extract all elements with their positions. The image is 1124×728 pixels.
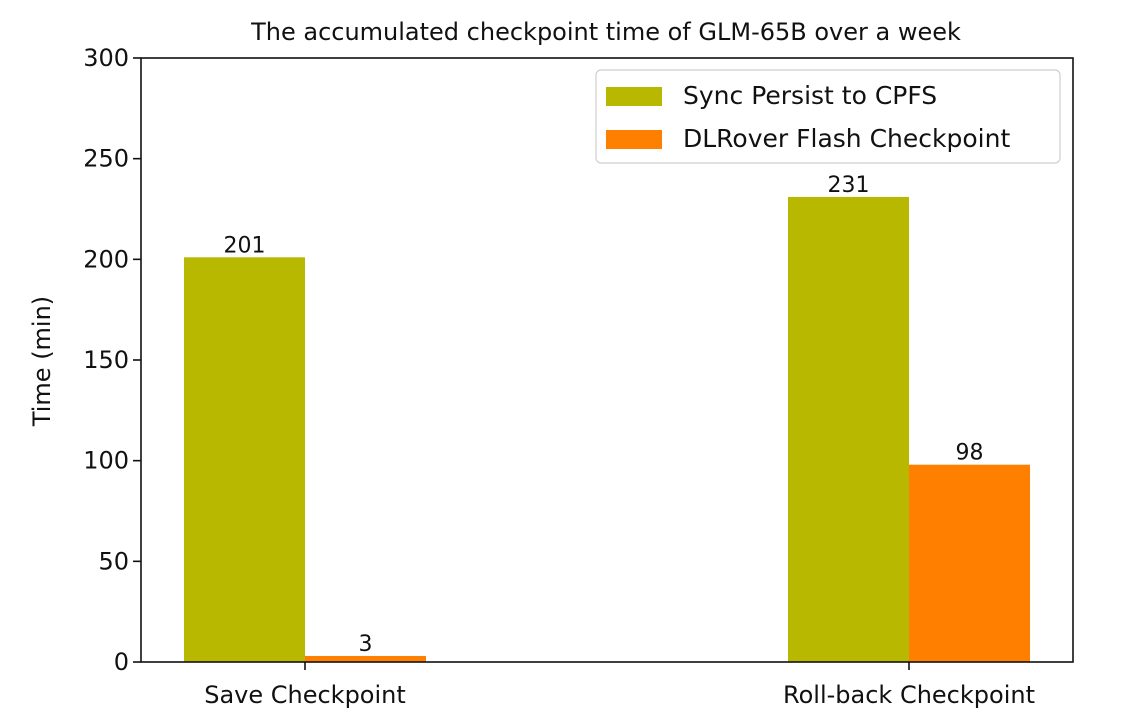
x-tick-label: Save Checkpoint	[204, 681, 406, 709]
plot-frame	[140, 57, 1074, 663]
bars-group	[184, 196, 1030, 663]
bar-1-1	[184, 257, 305, 662]
bar-2-2	[909, 464, 1030, 662]
x-tick-label: Roll-back Checkpoint	[783, 681, 1035, 709]
y-tick-label: 250	[83, 145, 129, 173]
legend-label: DLRover Flash Checkpoint	[683, 124, 1010, 153]
bar-2-1	[305, 655, 426, 662]
bar-value-label: 3	[359, 632, 373, 657]
y-tick-label: 0	[114, 648, 129, 676]
y-tick-label: 200	[83, 245, 129, 273]
bar-value-label: 98	[956, 441, 984, 466]
y-axis-label: Time (min)	[28, 296, 56, 427]
value-labels-group: 201 231 3 98	[224, 173, 984, 657]
legend-label: Sync Persist to CPFS	[683, 81, 937, 110]
legend-box	[595, 69, 1061, 164]
bar-value-label: 231	[828, 173, 870, 198]
legend-swatch	[606, 87, 662, 106]
legend: Sync Persist to CPFS DLRover Flash Checkp…	[595, 69, 1061, 164]
chart-title: The accumulated checkpoint time of GLM-6…	[250, 18, 961, 46]
y-tick-label: 300	[83, 44, 129, 72]
bar-value-label: 201	[224, 233, 266, 258]
bar-1-2	[788, 196, 909, 663]
legend-swatch	[606, 130, 662, 149]
y-tick-label: 50	[98, 547, 129, 575]
x-axis: Save Checkpoint Roll-back Checkpoint	[204, 662, 1035, 709]
legend-items: Sync Persist to CPFS DLRover Flash Checkp…	[606, 81, 1010, 153]
y-tick-label: 100	[83, 447, 129, 475]
y-axis: 0 50 100 150 200 250 300	[83, 44, 141, 676]
y-tick-label: 150	[83, 346, 129, 374]
